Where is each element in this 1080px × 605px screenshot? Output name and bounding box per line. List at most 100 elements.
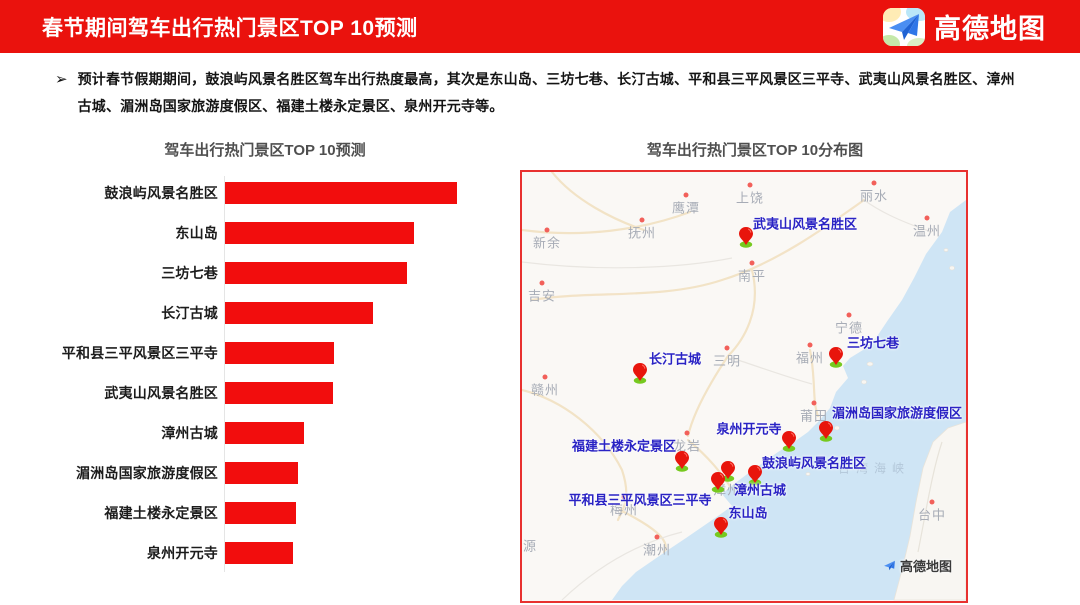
city-dot (871, 180, 877, 186)
intro-text: 预计春节假期期间，鼓浪屿风景名胜区驾车出行热度最高，其次是东山岛、三坊七巷、长汀… (77, 71, 1015, 114)
bar-track (225, 382, 500, 404)
chart-axis-line (224, 176, 225, 572)
map-city-label: 上饶 (735, 190, 765, 206)
map-city-label: 龙岩 (672, 438, 702, 454)
bar-label: 武夷山风景名胜区 (104, 385, 218, 401)
bar-row: 长汀古城 (60, 293, 500, 333)
city-dot (639, 217, 645, 223)
map-city-label: 鹰潭 (671, 200, 701, 216)
bar-label: 三坊七巷 (161, 265, 218, 281)
watermark-plane-icon (884, 560, 895, 571)
bar-label: 长汀古城 (161, 305, 218, 321)
bar-row: 平和县三平风景区三平寺 (60, 333, 500, 373)
page-title: 春节期间驾车出行热门景区TOP 10预测 (42, 16, 418, 40)
bar-track (225, 422, 500, 444)
map-city-label: 丽水 (859, 188, 889, 204)
bar-chart: 鼓浪屿风景名胜区东山岛三坊七巷长汀古城平和县三平风景区三平寺武夷山风景名胜区漳州… (60, 173, 500, 573)
icon-patch (883, 34, 900, 46)
watermark-text: 高德地图 (900, 559, 953, 574)
bar-track (225, 302, 500, 324)
strait-label: 台湾海峡 (837, 461, 911, 476)
bar (225, 342, 335, 364)
map-panel: 新余 抚州 鹰潭 上饶 丽水 温州 吉安 南平 宁德 三明 福州 赣州 莆田 龙岩 漳州 梅州 潮州 台中源台湾海… (520, 170, 968, 603)
map-watermark: 高德地图 (882, 556, 952, 575)
icon-patch (906, 7, 925, 21)
map-city-label: 莆田 (799, 408, 829, 424)
map-pin (747, 464, 763, 486)
map-pin (738, 226, 754, 248)
map-pin (828, 346, 844, 368)
bar-row: 三坊七巷 (60, 253, 500, 293)
city-dot (929, 499, 935, 505)
map-pin (674, 450, 690, 472)
city-dot (654, 534, 660, 540)
city-dot (539, 280, 545, 286)
bar-label: 福建土楼永定景区 (104, 505, 218, 521)
city-dot (924, 215, 930, 221)
map-poi-label: 泉州开元寺 (716, 421, 782, 437)
paper-plane-icon (889, 13, 919, 40)
map-poi-label: 三坊七巷 (846, 335, 900, 351)
icon-patch (907, 37, 925, 46)
map-city-label: 抚州 (627, 225, 657, 241)
bar-label: 漳州古城 (161, 425, 218, 441)
bar-label: 泉州开元寺 (147, 545, 218, 561)
bar-row: 鼓浪屿风景名胜区 (60, 173, 500, 213)
map-city-label: 三明 (712, 353, 742, 369)
bar-track (225, 502, 500, 524)
city-dot (807, 342, 813, 348)
city-dot (683, 192, 689, 198)
bar (225, 182, 457, 204)
intro-paragraph: ➢ 预计春节假期期间，鼓浪屿风景名胜区驾车出行热度最高，其次是东山岛、三坊七巷、… (55, 66, 1055, 120)
city-dot (544, 227, 550, 233)
city-dot (542, 374, 548, 380)
bar (225, 542, 294, 564)
map-poi-label: 鼓浪屿风景名胜区 (761, 455, 867, 471)
map-poi-label: 漳州古城 (733, 482, 787, 498)
bar-track (225, 262, 500, 284)
map-city-label: 源 (522, 538, 538, 554)
map-pin (720, 460, 736, 482)
bar-row: 漳州古城 (60, 413, 500, 453)
city-dot (846, 312, 852, 318)
brand-name: 高德地图 (934, 14, 1046, 44)
bar-track (225, 222, 500, 244)
city-dot (724, 345, 730, 351)
bar-row: 东山岛 (60, 213, 500, 253)
map-poi-label: 武夷山风景名胜区 (752, 216, 858, 232)
map-city-label: 宁德 (834, 320, 864, 336)
map-city-label: 温州 (912, 223, 942, 239)
map-pin (713, 516, 729, 538)
map-pin (781, 430, 797, 452)
map-poi-label: 湄洲岛国家旅游度假区 (831, 405, 963, 421)
bar (225, 262, 408, 284)
map-city-label: 梅州 (609, 502, 639, 518)
bar-row: 武夷山风景名胜区 (60, 373, 500, 413)
map-city-label: 吉安 (527, 288, 557, 304)
map-city-label: 南平 (737, 268, 767, 284)
city-dot (684, 430, 690, 436)
bar-label: 鼓浪屿风景名胜区 (104, 185, 218, 201)
bar-track (225, 342, 500, 364)
map-pin (632, 362, 648, 384)
map-poi-label: 东山岛 (728, 505, 768, 521)
bar-track (225, 542, 500, 564)
bar (225, 222, 415, 244)
map-city-label: 福州 (795, 350, 825, 366)
bar (225, 422, 304, 444)
bar (225, 462, 299, 484)
bar-label: 平和县三平风景区三平寺 (61, 345, 218, 361)
bullet-arrow-icon: ➢ (55, 71, 68, 88)
map-city-label: 潮州 (642, 542, 672, 558)
bar-label: 东山岛 (175, 225, 218, 241)
bar-label: 湄洲岛国家旅游度假区 (76, 465, 218, 481)
bar-chart-title: 驾车出行热门景区TOP 10预测 (164, 142, 366, 159)
city-dot (747, 182, 753, 188)
bar-row: 泉州开元寺 (60, 533, 500, 573)
map-pin (818, 420, 834, 442)
bar (225, 502, 296, 524)
map-poi-label: 平和县三平风景区三平寺 (568, 492, 712, 508)
bar-row: 湄洲岛国家旅游度假区 (60, 453, 500, 493)
bar-track (225, 462, 500, 484)
